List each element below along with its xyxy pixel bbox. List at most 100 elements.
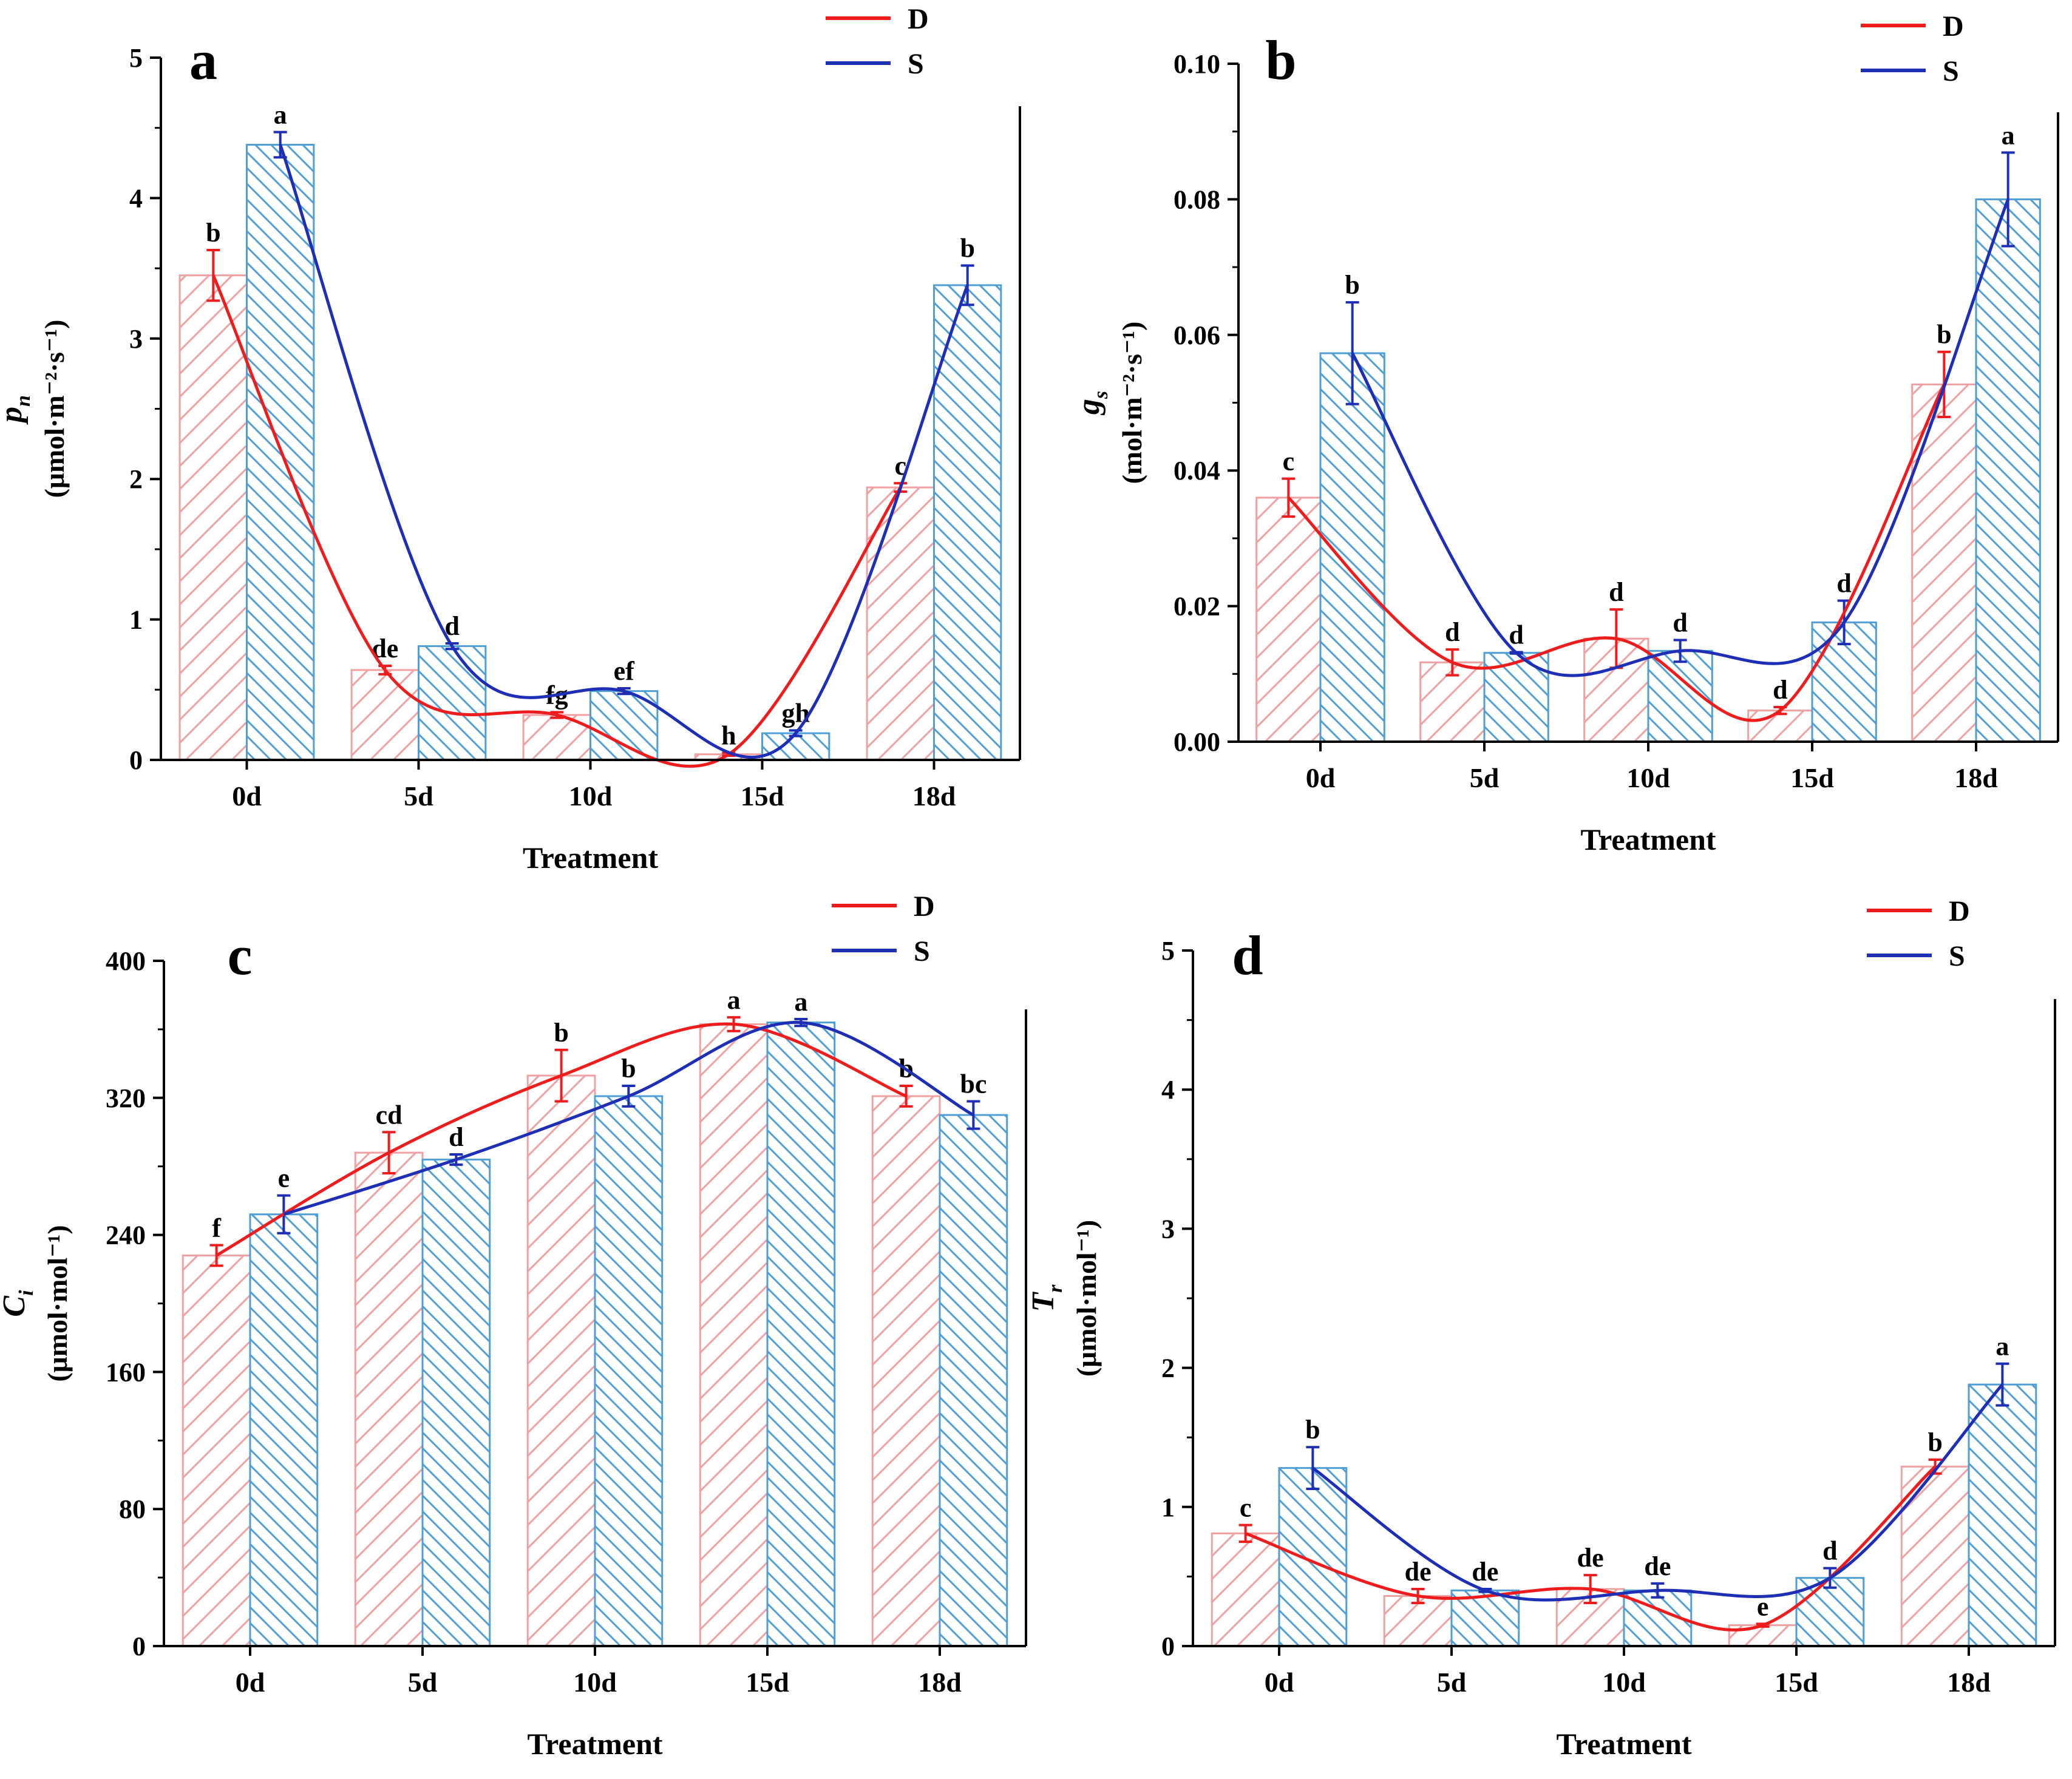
bar-S-5d xyxy=(1450,1589,1520,1647)
y-tick-label: 1 xyxy=(1161,1493,1175,1522)
y-axis-unit: (μmol·mol⁻¹) xyxy=(1071,1220,1102,1377)
x-axis-title: Treatment xyxy=(527,1727,662,1761)
x-axis-title: Treatment xyxy=(523,841,658,875)
x-tick-label: 5d xyxy=(408,1667,438,1698)
significance-letter: d xyxy=(1609,577,1623,607)
y-tick-label: 2 xyxy=(129,464,143,494)
significance-letter: d xyxy=(1673,608,1687,637)
y-tick-label: 5 xyxy=(1161,936,1175,966)
x-tick-label: 0d xyxy=(236,1667,265,1698)
significance-letter: b xyxy=(1937,320,1951,350)
significance-letter: h xyxy=(721,720,736,750)
significance-letter: de xyxy=(1644,1551,1671,1581)
y-tick-label: 5 xyxy=(129,43,143,73)
y-axis-symbol: gs xyxy=(1072,391,1112,415)
y-tick-label: 0 xyxy=(129,745,143,775)
significance-letter: e xyxy=(278,1164,290,1193)
significance-letter: a xyxy=(274,100,287,130)
trend-line-S xyxy=(279,144,970,759)
y-tick-label: 3 xyxy=(129,324,143,354)
bar-D-5d xyxy=(350,669,420,761)
y-tick-label: 0 xyxy=(1161,1632,1175,1661)
y-axis-unit: (mol·m⁻²·s⁻¹) xyxy=(1116,322,1147,484)
significance-letter: b xyxy=(554,1018,568,1048)
panel-label: c xyxy=(228,924,253,986)
trend-line-S xyxy=(1351,198,2009,677)
bar-S-0d xyxy=(249,1213,319,1647)
y-axis-unit: (μmol·mol⁻¹) xyxy=(42,1225,73,1381)
bar-S-15d xyxy=(766,1022,836,1647)
legend-label-S: S xyxy=(914,935,930,967)
bar-D-15d xyxy=(699,1023,769,1647)
bar-S-18d xyxy=(939,1114,1008,1647)
x-tick-label: 5d xyxy=(1437,1667,1467,1698)
x-tick-label: 10d xyxy=(1602,1667,1646,1698)
significance-letter: gh xyxy=(781,698,809,728)
significance-letter: d xyxy=(1822,1536,1837,1566)
y-tick-label: 3 xyxy=(1161,1214,1175,1244)
y-axis-title: Ci (μmol·mol⁻¹) xyxy=(0,1225,73,1381)
bar-D-0d xyxy=(182,1254,251,1647)
x-tick-label: 15d xyxy=(746,1667,789,1698)
bar-D-0d xyxy=(1211,1532,1280,1647)
significance-letter: de xyxy=(1405,1557,1432,1587)
legend-label-D: D xyxy=(914,890,935,923)
y-tick-label: 2 xyxy=(1161,1354,1175,1383)
y-tick-label: 0.00 xyxy=(1174,727,1220,757)
trend-line-S xyxy=(283,1021,974,1216)
x-tick-label: 10d xyxy=(569,781,613,812)
bar-D-5d xyxy=(1383,1594,1453,1647)
legend-label-D: D xyxy=(1943,10,1964,42)
significance-letter: f xyxy=(212,1213,222,1243)
x-axis-title: Treatment xyxy=(1580,822,1716,856)
y-tick-label: 320 xyxy=(106,1083,146,1113)
legend-label-S: S xyxy=(908,48,924,80)
bar-D-0d xyxy=(1255,496,1322,743)
significance-letter: b xyxy=(1928,1428,1942,1457)
x-axis-title: Treatment xyxy=(1556,1727,1691,1761)
y-tick-label: 4 xyxy=(1161,1075,1175,1105)
panel-label: d xyxy=(1232,924,1263,986)
x-tick-label: 0d xyxy=(1306,762,1336,793)
panel-label: b xyxy=(1265,29,1296,91)
bar-S-5d xyxy=(421,1158,491,1647)
panel-label: a xyxy=(189,29,217,91)
significance-letter: a xyxy=(1996,1332,2009,1361)
significance-letter: c xyxy=(895,451,907,481)
significance-letter: d xyxy=(1445,617,1459,647)
y-tick-label: 0.04 xyxy=(1174,456,1220,486)
significance-letter: b xyxy=(960,233,974,263)
bar-D-18d xyxy=(871,1095,941,1647)
significance-letter: d xyxy=(449,1122,463,1152)
y-tick-label: 0.02 xyxy=(1174,592,1220,622)
significance-letter: b xyxy=(206,218,220,248)
legend-label-S: S xyxy=(1949,940,1965,972)
x-tick-label: 18d xyxy=(1947,1667,1991,1698)
y-axis-title: pn(μmol·m⁻²·s⁻¹) xyxy=(0,320,70,498)
x-tick-label: 15d xyxy=(1790,762,1834,793)
significance-letter: ef xyxy=(614,656,636,686)
trend-line-D xyxy=(1287,384,1946,722)
significance-letter: a xyxy=(794,987,807,1017)
trend-line-S xyxy=(1311,1383,2004,1602)
significance-letter: d xyxy=(1509,620,1523,650)
bar-S-5d xyxy=(418,645,487,761)
trend-line-D xyxy=(216,1022,907,1257)
x-tick-label: 10d xyxy=(573,1667,617,1698)
y-tick-label: 240 xyxy=(106,1221,146,1250)
significance-letter: bc xyxy=(960,1069,987,1099)
bar-D-10d xyxy=(526,1074,596,1647)
legend-label-D: D xyxy=(908,3,929,35)
y-axis-title: Tr (μmol·mol⁻¹) xyxy=(1026,1220,1102,1377)
significance-letter: d xyxy=(1773,675,1787,705)
bar-S-0d xyxy=(1278,1467,1348,1647)
legend-label-D: D xyxy=(1949,895,1970,927)
panel-b: c d d d b b d d d a 0.00 0.02 0.04 0.06 0.08 0.10 0d 5d 10… xyxy=(1072,10,2059,856)
bar-S-18d xyxy=(1975,198,2041,743)
significance-letter: b xyxy=(1345,270,1359,300)
x-tick-label: 0d xyxy=(232,781,262,812)
y-tick-label: 0.08 xyxy=(1174,185,1220,214)
bar-D-5d xyxy=(354,1151,424,1647)
